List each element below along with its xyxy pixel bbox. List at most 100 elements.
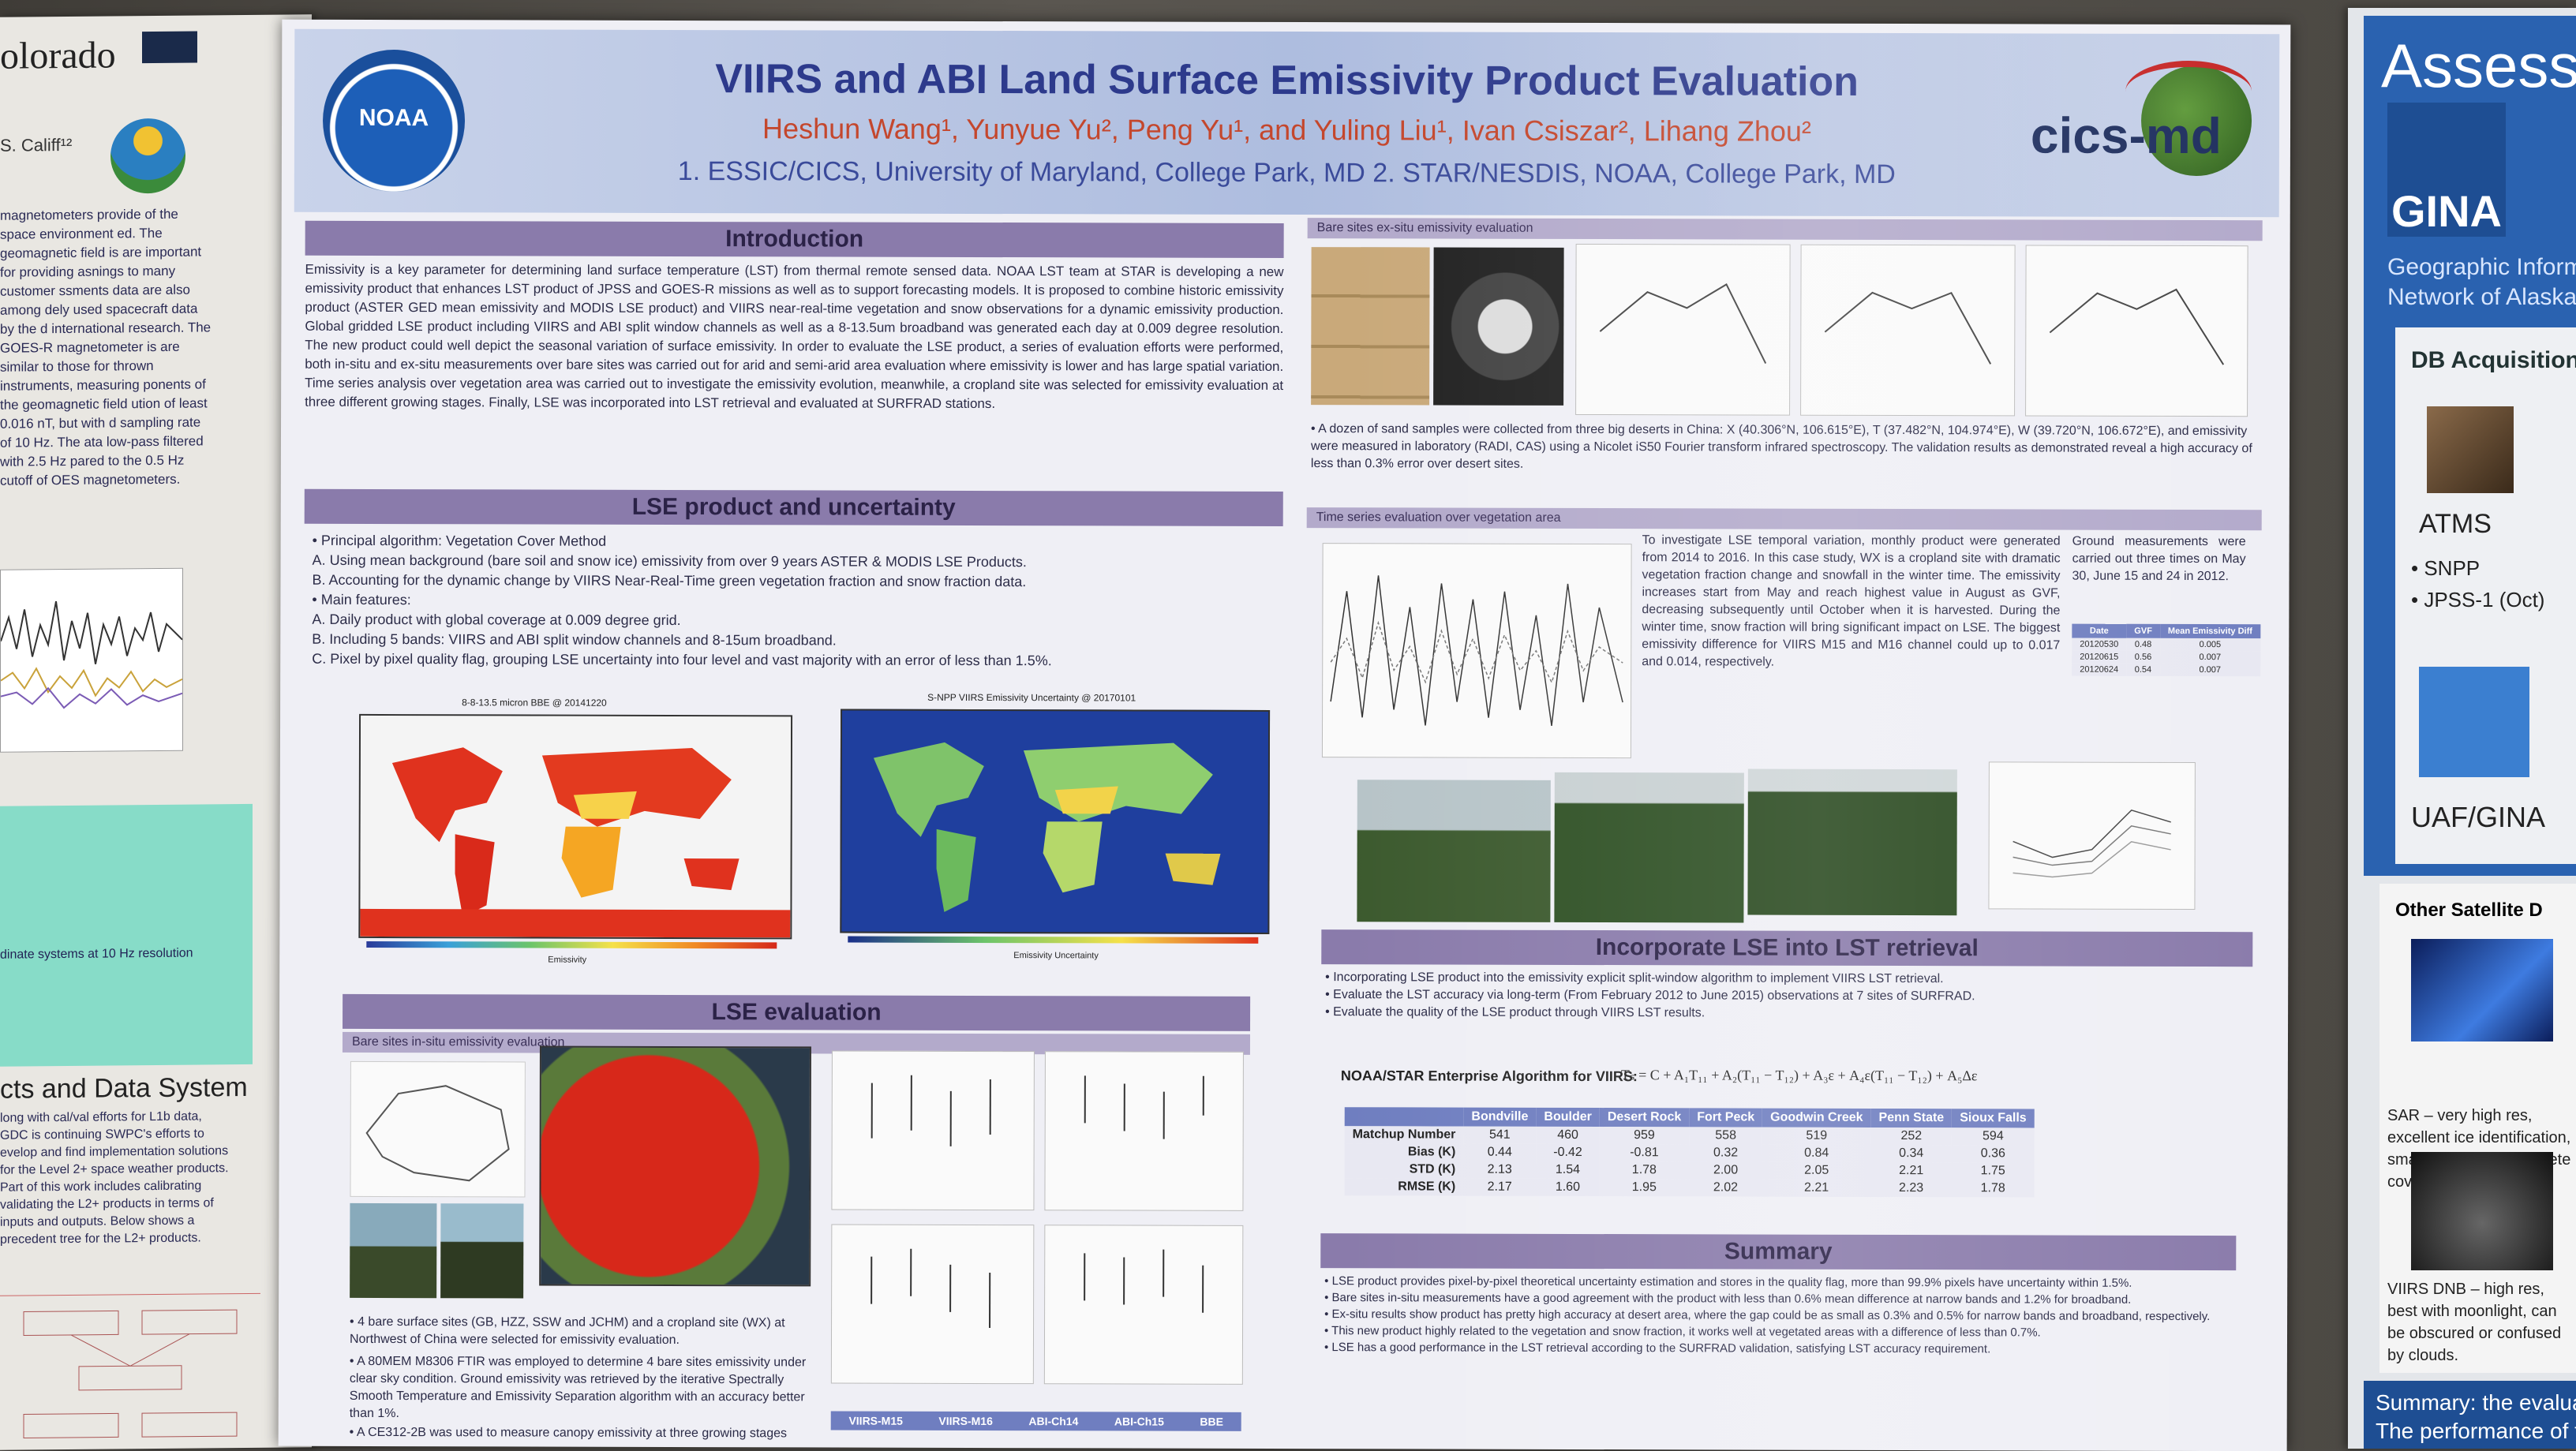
poster-header: NOAA VIIRS and ABI Land Surface Emissivi…	[294, 29, 2280, 218]
insitu-chart-jchm	[1044, 1225, 1244, 1385]
table-cell: 0.56	[2126, 651, 2160, 664]
ground-note: Ground measurements were carried out thr…	[2072, 533, 2246, 586]
gina-logo: GINA	[2387, 103, 2506, 237]
table-cell: 0.007	[2160, 664, 2260, 676]
surfrad-header: Fort Peck	[1689, 1108, 1762, 1127]
left-poster-plot	[0, 568, 183, 753]
table-cell: 0.34	[1870, 1145, 1952, 1162]
exsitu-subheading: Bare sites ex-situ emissivity evaluation	[1308, 218, 2263, 241]
table-cell: RMSE (K)	[1344, 1178, 1463, 1195]
sar-image	[2411, 939, 2553, 1042]
insitu-chart-gb-plot	[832, 1052, 1034, 1210]
china-map	[350, 1061, 525, 1198]
table-cell: 959	[1600, 1127, 1689, 1144]
atms-photo	[2427, 406, 2514, 493]
map1-title: 8-8-13.5 micron BBE @ 20141220	[462, 697, 607, 708]
right-poster-subtitle: Geographic Inform Network of Alaska	[2387, 252, 2576, 312]
right-poster-footer: Summary: the evaluatio The performance o…	[2364, 1381, 2576, 1449]
intro-heading: Introduction	[305, 221, 1284, 258]
table-cell: 460	[1536, 1127, 1600, 1144]
left-poster-green-note: dinate systems at 10 Hz resolution	[0, 947, 193, 963]
exsitu-chart-t	[1800, 245, 2016, 417]
lse-product-line: A. Using mean background (bare soil and …	[313, 551, 1275, 573]
timeseries-subheading: Time series evaluation over vegetation a…	[1307, 507, 2262, 530]
insitu-chart-gb	[831, 1050, 1035, 1210]
left-poster-section: cts and Data System	[0, 1072, 248, 1105]
table-cell: 20120624	[2072, 664, 2126, 676]
uaf-photo	[2419, 667, 2529, 777]
uaf-label: UAF/GINA	[2411, 801, 2545, 834]
algo-label: NOAA/STAR Enterprise Algorithm for VIIRS…	[1341, 1068, 1638, 1085]
lst-bullets: • Incorporating LSE product into the emi…	[1325, 969, 2248, 1023]
band-header: VIIRS-M15	[848, 1415, 903, 1427]
field-photo-1	[350, 1203, 436, 1298]
uncertainty-world-map	[840, 709, 1270, 934]
crop-photo-2	[1554, 772, 1743, 923]
china-map-outline	[350, 1062, 524, 1197]
lse-eval-caption-2: • A 80MEM M8306 FTIR was employed to det…	[350, 1353, 807, 1424]
crop-emissivity-chart-plot	[1989, 762, 2194, 909]
table-cell: 1.60	[1536, 1179, 1600, 1196]
lse-product-line: C. Pixel by pixel quality flag, grouping…	[312, 649, 1275, 671]
left-poster-text: magnetometers provide of the space envir…	[0, 204, 213, 490]
surfrad-header: Desert Rock	[1600, 1108, 1689, 1127]
timeseries-chart	[1322, 543, 1632, 758]
table-cell: -0.81	[1600, 1144, 1689, 1161]
surfrad-header: Boulder	[1536, 1108, 1600, 1127]
summary-bullet: • LSE has a good performance in the LST …	[1324, 1339, 2232, 1358]
right-poster-title: Assess	[2381, 30, 2576, 102]
table-row: Bias (K) 0.44 -0.42 -0.81 0.32 0.84 0.34…	[1345, 1143, 2035, 1162]
timeseries-text: To investigate LSE temporal variation, m…	[1642, 532, 2060, 671]
table-cell: 0.54	[2126, 664, 2160, 676]
table-row: Matchup Number 541 460 959 558 519 252 5…	[1345, 1126, 2035, 1145]
summary-heading: Summary	[1320, 1233, 2236, 1270]
lse-eval-caption-1: • 4 bare surface sites (GB, HZZ, SSW and…	[350, 1314, 807, 1350]
field-photo-2	[440, 1203, 523, 1298]
atms-label: ATMS	[2419, 509, 2492, 540]
table-cell: 0.36	[1952, 1145, 2035, 1162]
left-poster-logo	[142, 32, 197, 64]
lst-bullet: • Incorporating LSE product into the emi…	[1325, 969, 2248, 989]
map2-xlabel: Emissivity Uncertainty	[1013, 951, 1099, 960]
table-cell: 2.00	[1689, 1161, 1762, 1179]
summary-bullet: • This new product highly related to the…	[1324, 1322, 2232, 1341]
lse-product-line: B. Including 5 bands: VIIRS and ABI spli…	[312, 630, 1275, 652]
table-row: RMSE (K) 2.17 1.60 1.95 2.02 2.21 2.23 1…	[1344, 1178, 2034, 1197]
table-cell: 0.44	[1463, 1144, 1536, 1161]
right-poster-footer-2: The performance of the	[2376, 1417, 2564, 1445]
right-poster-footer-1: Summary: the evaluatio	[2376, 1389, 2564, 1417]
table-cell: 0.32	[1689, 1144, 1762, 1161]
insitu-chart-ssw	[831, 1224, 1035, 1384]
dnb-image	[2411, 1152, 2553, 1270]
db-acquisition-title: DB Acquisition (	[2411, 347, 2576, 374]
lst-bullet: • Evaluate the LST accuracy via long-ter…	[1325, 986, 2248, 1006]
satellite-list-item: • SNPP	[2411, 552, 2544, 584]
table-cell: 0.48	[2126, 638, 2160, 651]
table-cell: 594	[1952, 1128, 2035, 1145]
other-satellite-panel: Other Satellite D SAR – very high res, e…	[2379, 884, 2576, 1373]
left-poster-diagram	[0, 1293, 260, 1446]
map2-colorbar	[848, 937, 1258, 944]
right-poster-subtitle-1: Geographic Inform	[2387, 252, 2576, 282]
main-poster: NOAA VIIRS and ABI Land Surface Emissivi…	[279, 20, 2291, 1451]
exsitu-chart-w-plot	[2026, 245, 2248, 416]
summary-bullet: • LSE product provides pixel-by-pixel th…	[1324, 1273, 2232, 1292]
insitu-chart-ssw-plot	[832, 1225, 1034, 1384]
table-cell: 20120530	[2072, 638, 2126, 651]
lst-heading: Incorporate LSE into LST retrieval	[1321, 929, 2252, 967]
summary-bullet: • Bare sites in-situ measurements have a…	[1324, 1289, 2232, 1308]
left-poster-tree-diagram	[0, 1294, 260, 1446]
table-cell: 541	[1463, 1127, 1536, 1144]
table-cell: 0.84	[1762, 1145, 1870, 1162]
map2-title: S-NPP VIIRS Emissivity Uncertainty @ 201…	[927, 692, 1136, 704]
lse-product-heading: LSE product and uncertainty	[305, 489, 1283, 526]
left-poster-green-box: dinate systems at 10 Hz resolution	[0, 804, 253, 1067]
table-cell: 1.78	[1600, 1161, 1689, 1179]
db-acquisition-panel: DB Acquisition ( ATMS • SNPP • JPSS-1 (O…	[2395, 327, 2576, 864]
table-cell: Bias (K)	[1345, 1143, 1464, 1161]
exsitu-caption: • A dozen of sand samples were collected…	[1311, 421, 2258, 475]
surfrad-table: Bondville Boulder Desert Rock Fort Peck …	[1344, 1107, 2034, 1197]
lse-product-line: • Principal algorithm: Vegetation Cover …	[313, 531, 1275, 553]
